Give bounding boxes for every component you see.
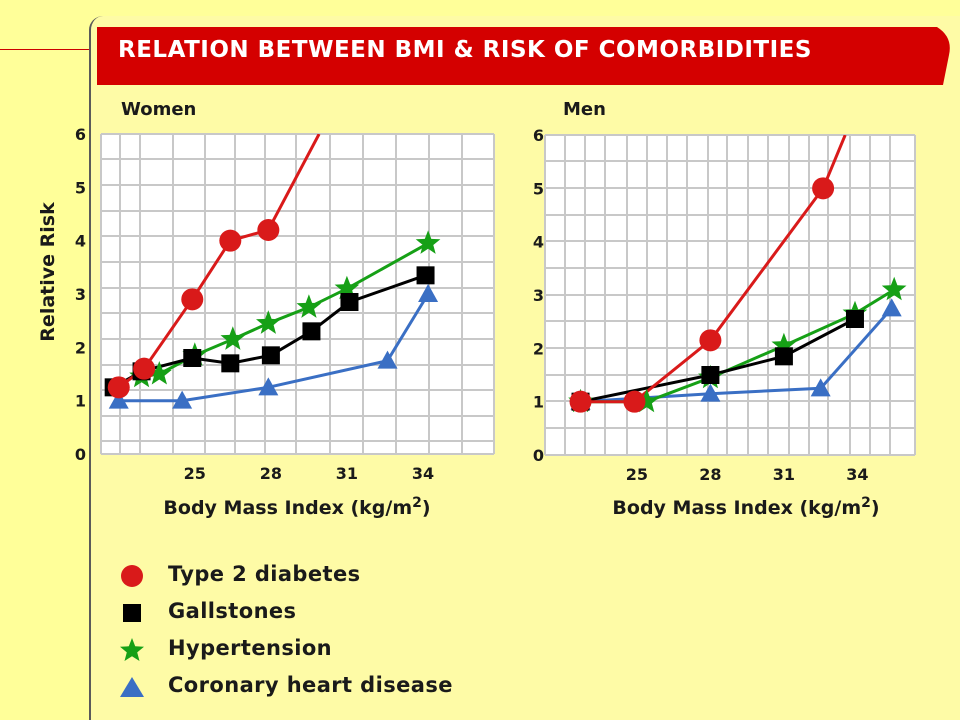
data-point-hypertension [147,361,172,385]
panel-title: Women [121,99,196,120]
title-banner [97,27,950,85]
data-point-hypertension [256,310,281,334]
data-point-gallstones [183,349,202,367]
y-tick-label: 0 [533,446,544,465]
data-point-gallstones [221,354,240,373]
data-point-gallstones [774,347,793,366]
legend-item-chd: Coronary heart disease [118,671,578,703]
y-tick-label: 1 [75,392,86,411]
data-point-gallstones [845,310,864,328]
data-point-chd [418,284,439,302]
y-tick-label: 4 [533,233,544,252]
legend-label: Coronary heart disease [168,673,453,697]
data-point-gallstones [701,366,720,384]
y-tick-label: 4 [75,232,86,251]
data-point-diabetes [107,376,130,399]
star-icon [120,638,144,661]
panel-title: Men [563,99,606,120]
data-point-diabetes [812,177,835,200]
data-point-diabetes [569,390,592,413]
legend-item-gallstones: Gallstones [118,597,578,629]
plot-area [101,134,494,454]
data-point-hypertension [334,275,360,300]
y-tick-label: 3 [533,286,544,305]
y-tick-label: 5 [533,179,544,198]
data-point-hypertension [220,326,246,350]
data-point-hypertension [771,332,797,357]
data-point-hypertension [634,388,660,413]
data-point-chd [172,390,193,409]
x-tick-label: 31 [773,465,795,484]
y-axis-label: Relative Risk [37,202,59,342]
data-point-gallstones [302,322,321,341]
data-point-diabetes [133,357,156,380]
circle-icon [121,565,143,587]
y-tick-label: 6 [533,126,544,145]
y-tick-label: 6 [75,125,86,144]
data-point-gallstones [261,346,280,365]
triangle-icon [120,677,144,697]
data-point-chd [258,377,279,396]
data-point-hypertension [296,294,322,318]
data-point-chd [700,383,721,402]
data-point-hypertension [881,276,907,301]
legend-label: Hypertension [168,636,333,660]
data-point-hypertension [415,230,441,254]
x-tick-label: 28 [260,464,282,483]
data-point-gallstones [340,293,359,311]
x-tick-label: 28 [699,465,721,484]
x-tick-label: 25 [626,465,648,484]
y-tick-label: 3 [75,285,86,304]
legend-label: Gallstones [168,599,297,623]
data-point-diabetes [219,229,242,252]
y-tick-label: 0 [75,445,86,464]
legend-label: Type 2 diabetes [168,562,361,586]
legend-item-diabetes: Type 2 diabetes [118,560,578,592]
legend-item-hypertension: Hypertension [118,634,578,666]
series-line-gallstones [580,317,856,404]
data-point-gallstones [416,266,435,285]
x-axis-label: Body Mass Index (kg/m2) [612,495,879,519]
x-tick-label: 31 [336,464,358,483]
data-point-chd [810,378,831,397]
y-tick-label: 5 [75,178,86,197]
y-tick-label: 2 [533,339,544,358]
data-point-chd [881,298,902,317]
x-axis-label: Body Mass Index (kg/m2) [163,495,430,519]
y-tick-label: 2 [75,338,86,357]
x-tick-label: 34 [846,465,868,484]
data-point-chd [108,390,129,409]
data-point-diabetes [623,390,646,413]
y-tick-label: 1 [533,393,544,412]
data-point-chd [377,350,398,369]
data-point-diabetes [257,219,280,241]
data-point-diabetes [699,329,722,352]
x-tick-label: 25 [184,464,206,483]
square-icon [123,604,141,622]
data-point-diabetes [181,288,204,311]
banner-shape [97,27,950,85]
x-tick-label: 34 [412,464,434,483]
chart-title: RELATION BETWEEN BMI & RISK OF COMORBIDI… [118,37,812,63]
